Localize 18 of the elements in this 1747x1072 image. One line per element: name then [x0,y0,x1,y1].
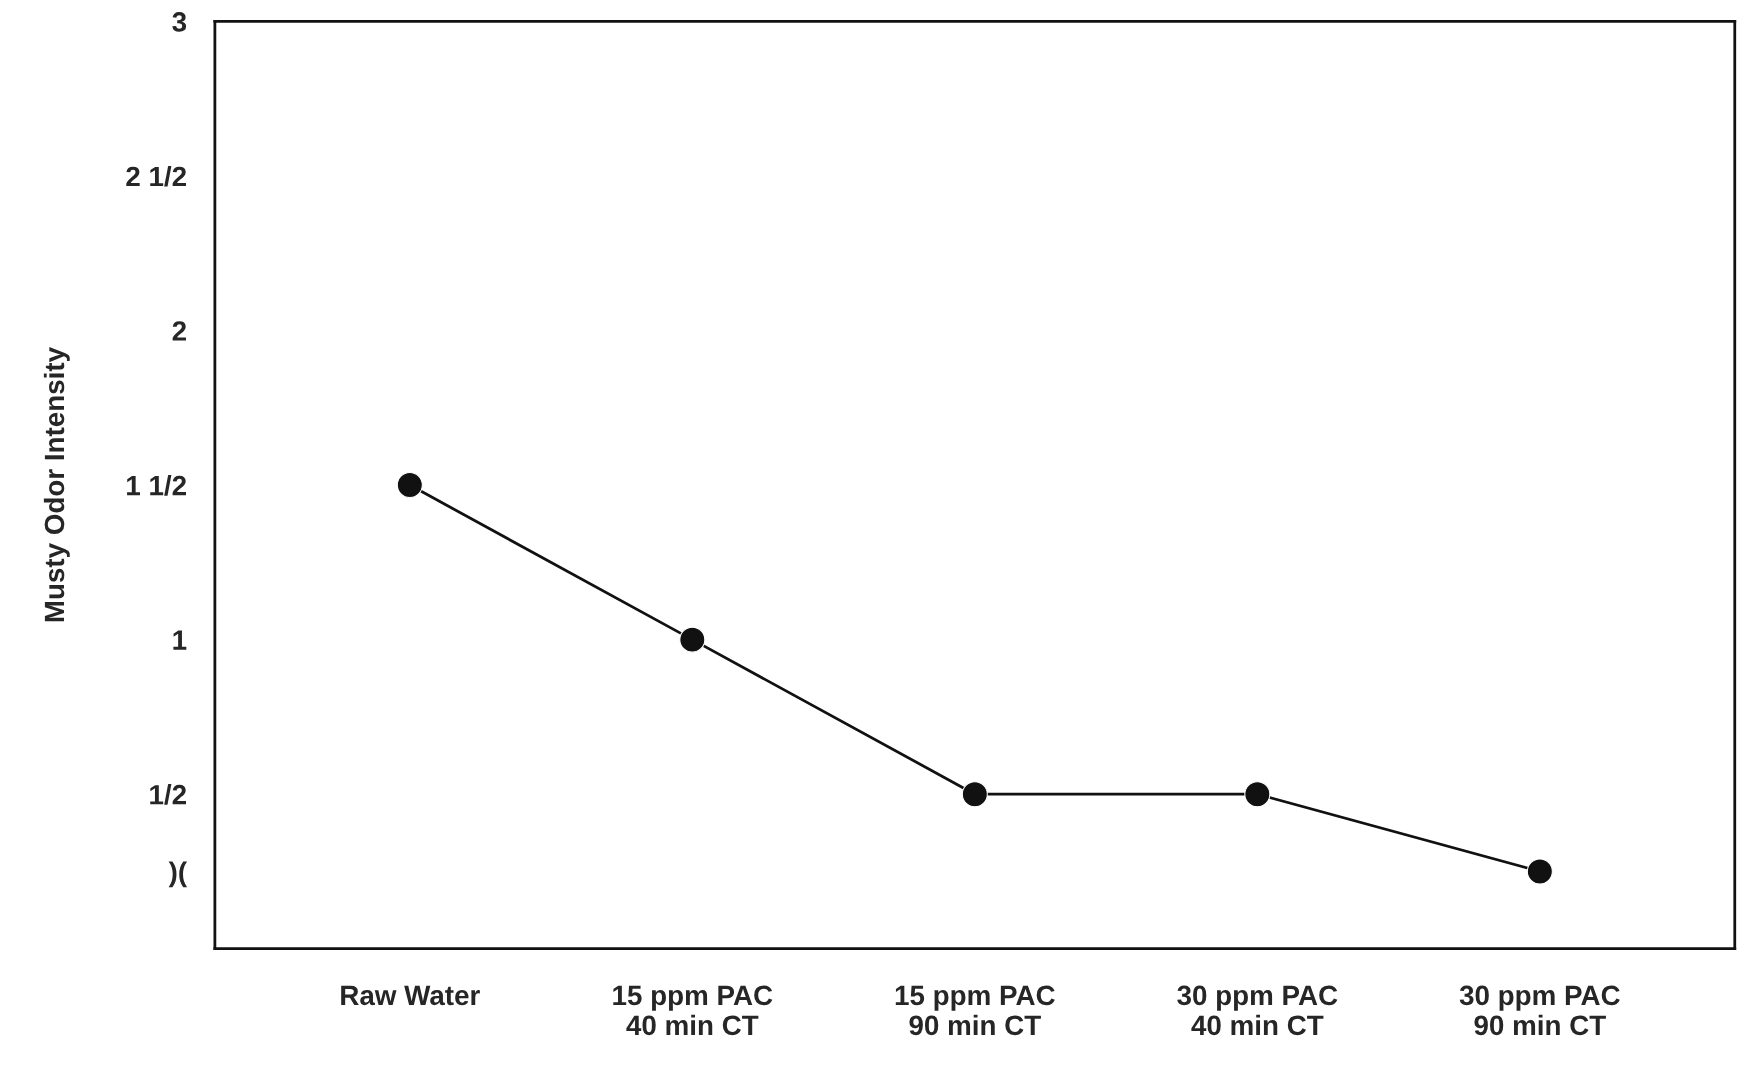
y-tick-label: 1/2 [150,784,186,805]
x-tick-label: 15 ppm PAC 90 min CT [895,985,1055,1036]
x-tick-label: 30 ppm PAC 40 min CT [1177,985,1338,1036]
x-tick-label: 30 ppm PAC 90 min CT [1459,985,1620,1036]
point [1526,858,1553,885]
x-tick-label: Raw Water [341,985,480,1006]
point [961,781,988,808]
y-tick-label: 3 [172,12,187,32]
y-tick-label: )( [168,861,188,888]
point [1244,781,1271,808]
point [396,472,423,499]
y-tick-label: 1 [173,630,187,650]
y-tick-label: 2 1/2 [126,165,186,187]
x-tick-label: 15 ppm PAC 40 min CT [613,985,773,1036]
point [679,626,706,653]
y-tick-label: 1 1/2 [127,475,186,496]
y-axis-title: Musty Odor Intensity [43,347,70,622]
y-tick-label: 2 [172,321,186,341]
